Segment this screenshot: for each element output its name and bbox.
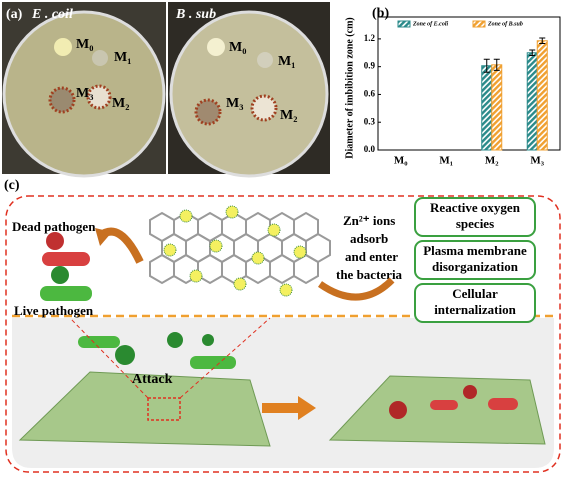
pathogen-icon (46, 232, 64, 250)
dish-label: M₃ (226, 96, 243, 111)
zn-text: Zn²⁺ ions (343, 213, 395, 228)
disc (92, 50, 108, 66)
dish (169, 10, 329, 178)
effect-text: Plasma membrane (423, 243, 527, 258)
plot-frame (377, 16, 561, 151)
effect-text: species (456, 216, 494, 231)
pathogen-icon (202, 334, 214, 346)
bar (491, 64, 503, 151)
error-bar (483, 58, 490, 73)
pathogen-icon (42, 252, 90, 266)
arrow (317, 277, 395, 301)
dish-label: M₂ (112, 96, 129, 111)
panel-label: (b) (372, 6, 389, 21)
error-bar (493, 58, 500, 71)
zn-text: and enter (345, 249, 398, 264)
zn-particles (163, 205, 307, 297)
effect-text: disorganization (432, 259, 519, 274)
disc (48, 86, 76, 114)
dish-title: B . sub (175, 7, 216, 22)
effect-box (414, 283, 536, 323)
y-tick-label: 1.2 (364, 33, 376, 43)
legend-label: Zone of B.sub (487, 21, 523, 27)
y-tick-label: 0.6 (364, 89, 376, 99)
zn-text: adsorb (350, 231, 388, 246)
x-tick-label: M₁ (439, 155, 453, 167)
dish-title: E . coil (31, 7, 73, 22)
disc (86, 84, 112, 110)
disc (194, 98, 222, 126)
effect-text: Cellular (452, 286, 498, 301)
panel-label: (c) (4, 178, 20, 193)
attack-label: Attack (132, 372, 173, 387)
zn-text: the bacteria (336, 267, 403, 282)
bar (536, 40, 548, 151)
y-axis-label: Diameter of imbibition zone (cm) (344, 17, 355, 158)
panel-a: (a) E . coil M₀ M₁ M₃ M₂ B . sub M₀ M₁ M… (2, 2, 330, 178)
disc (257, 52, 273, 68)
x-tick-label: M₃ (530, 155, 544, 167)
disc (54, 38, 72, 56)
effect-box (414, 240, 536, 280)
pathogen-icon (40, 286, 92, 301)
dish-label: M₀ (229, 40, 246, 55)
effect-box (414, 197, 536, 237)
legend-label: Zone of E.coli (412, 21, 448, 27)
pathogen-icon (389, 401, 407, 419)
arrow (298, 396, 316, 420)
dish (2, 10, 166, 178)
panel-c: (c) Zn²⁺ ions adsorb and enter the bacte… (4, 178, 561, 473)
panel-label: (a) (6, 7, 23, 22)
disc (250, 94, 278, 122)
pathogen-icon (115, 345, 135, 365)
disc (207, 38, 225, 56)
dish-label: M₁ (278, 54, 295, 69)
dish-label: M₀ (76, 37, 93, 52)
zoom-line (69, 317, 271, 399)
error-bar (539, 37, 546, 45)
zoom-box (147, 397, 181, 421)
y-tick-label: 0.3 (364, 116, 376, 126)
pathogen-icon (167, 332, 183, 348)
dead-label: Dead pathogen (12, 219, 96, 234)
error-bar (529, 49, 536, 57)
dish-label: M₁ (114, 50, 131, 65)
pathogen-icon (488, 398, 518, 410)
x-tick-label: M₀ (394, 155, 408, 167)
effect-text: Reactive oxygen (430, 200, 521, 215)
legend-swatch (397, 20, 411, 28)
effect-text: internalization (434, 302, 516, 317)
dish-label: M₂ (280, 108, 297, 123)
panel-b: (b) Diameter of imbibition zone (cm) 0.0… (344, 6, 561, 167)
pathogen-icon (190, 356, 236, 369)
bar (526, 52, 538, 151)
live-label: Live pathogen (14, 303, 94, 318)
pathogen-icon (463, 385, 477, 399)
pathogen-icon (430, 400, 458, 410)
y-tick-label: 0.9 (364, 61, 376, 71)
bar (481, 65, 493, 151)
arrow (95, 228, 112, 246)
pathogen-icon (78, 336, 120, 348)
fiber-mat (18, 371, 271, 447)
frame (5, 195, 561, 473)
pathogen-icon (51, 266, 69, 284)
dish-label: M₃ (76, 86, 93, 101)
legend-swatch (472, 20, 486, 28)
x-tick-label: M₂ (485, 155, 499, 167)
y-tick-label: 0.0 (364, 144, 376, 154)
